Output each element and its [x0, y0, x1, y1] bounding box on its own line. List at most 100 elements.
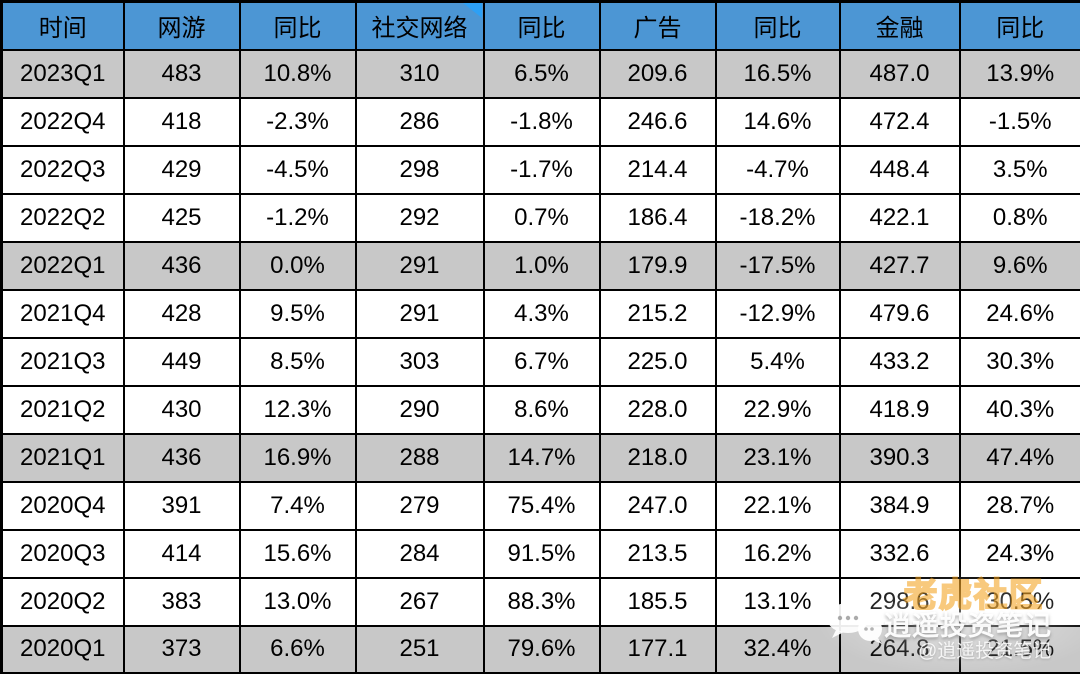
value-cell: 213.5: [598, 528, 717, 579]
value-cell: 6.7%: [482, 336, 601, 387]
value-cell: 284: [354, 528, 485, 579]
table-row-2021Q3: 2021Q3 449 8.5% 303 6.7% 225.0 5.4% 433.2 30.3%: [0, 336, 1080, 387]
value-cell: 228.0: [598, 384, 717, 435]
value-cell: 215.2: [598, 288, 717, 339]
cell-corner-flag-icon: [462, 3, 482, 18]
value-cell: 383: [122, 576, 241, 627]
column-header-0: 时间: [0, 0, 125, 51]
table-row-2022Q4: 2022Q4 418 -2.3% 286 -1.8% 246.6 14.6% 472.4 -1.…: [0, 96, 1080, 147]
row-label-cell: 2022Q4: [0, 96, 125, 147]
value-cell: 1.0%: [482, 240, 601, 291]
table-row-2020Q3: 2020Q3 414 15.6% 284 91.5% 213.5 16.2% 332.6 24.…: [0, 528, 1080, 579]
value-cell: 225.0: [598, 336, 717, 387]
value-cell: 251: [354, 624, 485, 674]
value-cell: 291: [354, 240, 485, 291]
value-cell: 10.8%: [238, 48, 357, 99]
value-cell: 479.6: [838, 288, 961, 339]
value-cell: 483: [122, 48, 241, 99]
value-cell: 179.9: [598, 240, 717, 291]
table-row-2022Q1: 2022Q1 436 0.0% 291 1.0% 179.9 -17.5% 427.7 9.6%: [0, 240, 1080, 291]
value-cell: 91.5%: [482, 528, 601, 579]
value-cell: -17.5%: [714, 240, 841, 291]
value-cell: 298.6: [838, 576, 961, 627]
value-cell: 418.9: [838, 384, 961, 435]
value-cell: 79.6%: [482, 624, 601, 674]
value-cell: 3.5%: [958, 144, 1080, 195]
value-cell: 15.6%: [238, 528, 357, 579]
value-cell: 428: [122, 288, 241, 339]
value-cell: 4.3%: [482, 288, 601, 339]
value-cell: 16.5%: [714, 48, 841, 99]
column-header-7: 金融: [838, 0, 961, 51]
value-cell: 391: [122, 480, 241, 531]
value-cell: 9.5%: [238, 288, 357, 339]
row-label-cell: 2021Q1: [0, 432, 125, 483]
value-cell: 40.3%: [958, 384, 1080, 435]
value-cell: 24.6%: [958, 288, 1080, 339]
value-cell: -1.7%: [482, 144, 601, 195]
value-cell: 30.5%: [958, 576, 1080, 627]
value-cell: -12.9%: [714, 288, 841, 339]
table-row-2022Q2: 2022Q2 425 -1.2% 292 0.7% 186.4 -18.2% 422.1 0.8…: [0, 192, 1080, 243]
value-cell: 0.7%: [482, 192, 601, 243]
value-cell: 373: [122, 624, 241, 674]
value-cell: 9.6%: [958, 240, 1080, 291]
value-cell: 6.6%: [238, 624, 357, 674]
value-cell: 218.0: [598, 432, 717, 483]
value-cell: -1.2%: [238, 192, 357, 243]
value-cell: 6.5%: [482, 48, 601, 99]
value-cell: -4.5%: [238, 144, 357, 195]
value-cell: 384.9: [838, 480, 961, 531]
value-cell: 22.1%: [714, 480, 841, 531]
value-cell: 13.0%: [238, 576, 357, 627]
value-cell: 185.5: [598, 576, 717, 627]
value-cell: 47.4%: [958, 432, 1080, 483]
value-cell: 310: [354, 48, 485, 99]
value-cell: 23.1%: [714, 432, 841, 483]
column-header-5: 广告: [598, 0, 717, 51]
value-cell: 332.6: [838, 528, 961, 579]
value-cell: 291: [354, 288, 485, 339]
column-header-6: 同比: [714, 0, 841, 51]
value-cell: -18.2%: [714, 192, 841, 243]
column-header-3: 社交网络: [354, 0, 485, 51]
value-cell: 292: [354, 192, 485, 243]
value-cell: 22.9%: [714, 384, 841, 435]
value-cell: 177.1: [598, 624, 717, 674]
row-label-cell: 2020Q1: [0, 624, 125, 674]
value-cell: 0.0%: [238, 240, 357, 291]
value-cell: 12.3%: [238, 384, 357, 435]
value-cell: 448.4: [838, 144, 961, 195]
table-row-2020Q4: 2020Q4 391 7.4% 279 75.4% 247.0 22.1% 384.9 28.7…: [0, 480, 1080, 531]
value-cell: 303: [354, 336, 485, 387]
value-cell: 32.4%: [714, 624, 841, 674]
value-cell: 298: [354, 144, 485, 195]
value-cell: 16.2%: [714, 528, 841, 579]
value-cell: 13.1%: [714, 576, 841, 627]
value-cell: 290: [354, 384, 485, 435]
value-cell: 430: [122, 384, 241, 435]
table-row-2021Q4: 2021Q4 428 9.5% 291 4.3% 215.2 -12.9% 479.6 24.6…: [0, 288, 1080, 339]
value-cell: 288: [354, 432, 485, 483]
row-label-cell: 2020Q4: [0, 480, 125, 531]
value-cell: 414: [122, 528, 241, 579]
value-cell: 14.6%: [714, 96, 841, 147]
value-cell: 88.3%: [482, 576, 601, 627]
value-cell: 436: [122, 432, 241, 483]
value-cell: 247.0: [598, 480, 717, 531]
column-header-8: 同比: [958, 0, 1080, 51]
value-cell: -4.7%: [714, 144, 841, 195]
value-cell: 433.2: [838, 336, 961, 387]
table-row-2023Q1: 2023Q1 483 10.8% 310 6.5% 209.6 16.5% 487.0 13.9…: [0, 48, 1080, 99]
value-cell: 472.4: [838, 96, 961, 147]
value-cell: 246.6: [598, 96, 717, 147]
value-cell: 418: [122, 96, 241, 147]
value-cell: 7.4%: [238, 480, 357, 531]
table-row-2021Q1: 2021Q1 436 16.9% 288 14.7% 218.0 23.1% 390.3 47.…: [0, 432, 1080, 483]
value-cell: 75.4%: [482, 480, 601, 531]
value-cell: -2.3%: [238, 96, 357, 147]
value-cell: 427.7: [838, 240, 961, 291]
value-cell: 21.5%: [958, 624, 1080, 674]
